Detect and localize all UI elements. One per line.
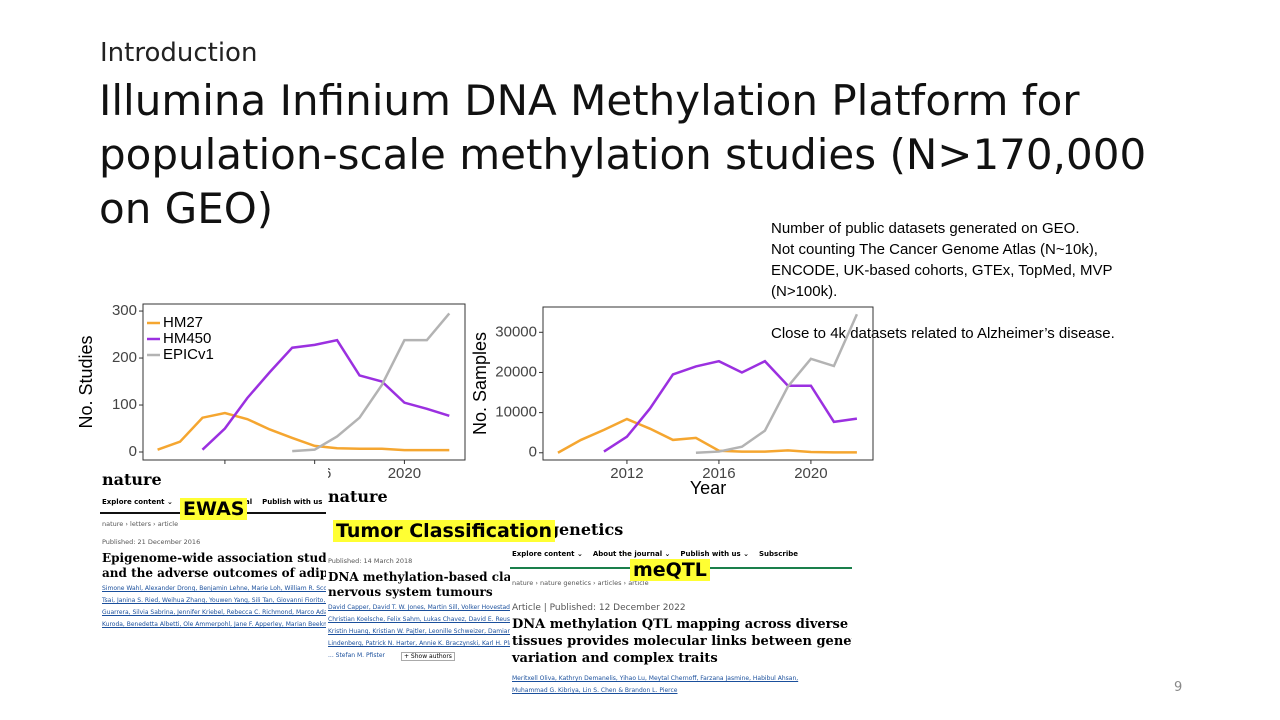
y-tick-label: 200 <box>112 349 137 366</box>
journal: nature <box>102 470 162 489</box>
note-line: (N>100k). <box>771 283 838 300</box>
highlight-label: meQTL <box>630 559 710 581</box>
author-line: Meritxell Oliva, Kathryn Demanelis, Yiha… <box>512 675 799 682</box>
date: Article | Published: 12 December 2022 <box>512 603 686 613</box>
y-tick-label: 20000 <box>495 363 537 380</box>
series-line <box>557 417 857 454</box>
paper-title: Epigenome-wide association study of body <box>102 551 328 565</box>
paper-title: variation and complex traits <box>512 651 718 666</box>
nav-item: Subscribe <box>759 550 798 558</box>
highlight-label: EWAS <box>180 498 248 520</box>
x-tick-label: 2016 <box>702 465 735 482</box>
author-line: Muhammad G. Kibriya, Lin S. Chen & Brand… <box>512 687 678 694</box>
author-more: ... Stefan M. Pfister <box>328 652 386 659</box>
date: Published: 14 March 2018 <box>328 557 413 565</box>
paper-title: nervous system tumours <box>328 585 493 599</box>
x-tick-label: 2012 <box>610 465 643 482</box>
y-tick-label: 100 <box>112 396 137 413</box>
y-tick-label: 300 <box>112 302 137 319</box>
y-axis-label: No. Studies <box>76 335 96 428</box>
note-line: Close to 4k datasets related to Alzheime… <box>771 325 1115 342</box>
nav-item: Publish with us ⌄ <box>680 550 750 558</box>
y-tick-label: 0 <box>129 443 137 460</box>
series-line <box>292 312 451 453</box>
nav-item: Publish with us ⌄ <box>262 498 328 506</box>
paper-title: and the adverse outcomes of adiposity <box>102 566 328 580</box>
legend-label: EPICv1 <box>163 346 214 363</box>
nav: Explore content ⌄ About the journal ⌄ Publ… <box>512 550 798 558</box>
author-line: Kristin Huang, Kristian W. Pajtler, Leon… <box>328 628 510 635</box>
note-line: ENCODE, UK-based cohorts, GTEx, TopMed, … <box>771 262 1113 279</box>
series-line <box>157 411 450 452</box>
plot-frame <box>142 303 466 461</box>
date: Published: 21 December 2016 <box>102 538 201 546</box>
breadcrumb: nature › nature genetics › articles › ar… <box>512 579 649 587</box>
paper-title: DNA methylation-based classificati <box>328 570 510 584</box>
y-tick-label: 10000 <box>495 404 537 421</box>
nav-item: Explore content ⌄ <box>512 550 583 558</box>
x-tick-label: 2020 <box>794 465 827 482</box>
series-line <box>201 338 450 451</box>
paper-title: tissues provides molecular links between… <box>512 634 852 649</box>
nav-item: Explore content ⌄ <box>102 498 173 506</box>
note-line: Number of public datasets generated on G… <box>771 220 1080 237</box>
x-axis-label: Year <box>690 478 726 498</box>
note-line: Not counting The Cancer Genome Atlas (N~… <box>771 241 1098 258</box>
nav-item: About the journal ⌄ <box>592 550 671 558</box>
y-tick-label: 0 <box>529 444 537 461</box>
author-line: Lindenberg, Patrick N. Harter, Annie K. … <box>328 640 510 647</box>
y-axis-label: No. Samples <box>470 332 490 435</box>
plot-frame <box>542 306 874 461</box>
title: Illumina Infinium DNA Methylation Platfo… <box>99 76 1147 233</box>
author-line: Guarrera, Silvia Sabrina, Jennifer Krieb… <box>102 609 328 616</box>
author-line: Tsai, Janina S. Ried, Weihua Zhang, Youw… <box>102 597 328 604</box>
paper-card: nature Published: 14 March 2018 DNA methyl… <box>326 487 510 669</box>
paper-title: DNA methylation QTL mapping across diver… <box>512 617 852 632</box>
series-line <box>603 359 858 453</box>
y-tick-label: 30000 <box>495 323 537 340</box>
paper-card: ure genetics Explore content ⌄ About the j… <box>510 515 852 707</box>
notes: Number of public datasets generated on G… <box>771 218 1115 344</box>
author-line: Christian Koelsche, Felix Sahm, Lukas Ch… <box>328 616 510 623</box>
page-number: 9 <box>1174 680 1183 695</box>
section: Introduction <box>100 38 258 68</box>
author-line: Simone Wahl, Alexander Drong, Benjamin L… <box>102 585 328 592</box>
series-line <box>695 313 859 455</box>
legend-label: HM27 <box>163 314 203 331</box>
x-tick-label: 2020 <box>388 465 421 482</box>
legend-label: HM450 <box>163 330 211 347</box>
highlight-label: Tumor Classification <box>333 520 555 542</box>
author-line: David Capper, David T. W. Jones, Martin … <box>328 604 510 611</box>
author-line: Kuroda, Benedetta Albetti, Ole Ammerpohl… <box>102 621 328 628</box>
breadcrumb: nature › letters › article <box>102 520 179 528</box>
show-authors: + Show authors <box>401 652 455 661</box>
journal: nature <box>328 487 388 506</box>
